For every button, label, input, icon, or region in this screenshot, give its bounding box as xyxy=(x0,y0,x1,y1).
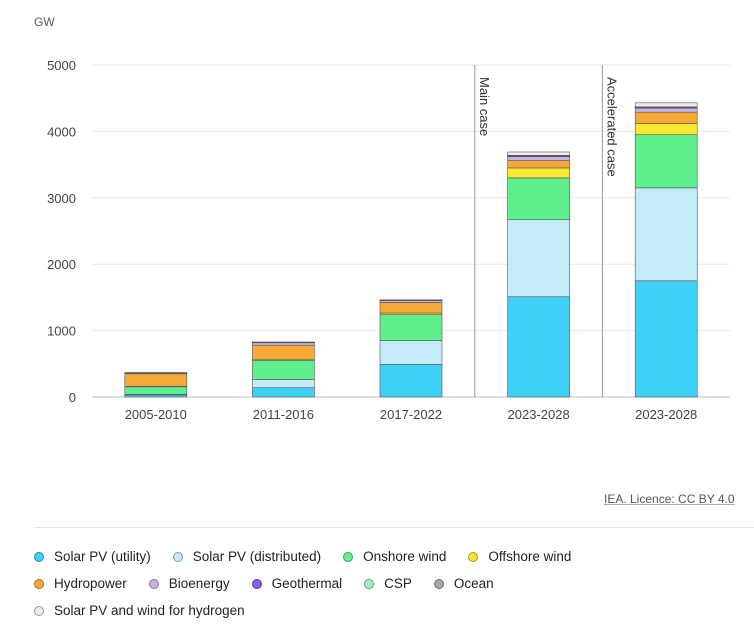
bar-segment xyxy=(634,123,698,136)
legend-label: Solar PV (distributed) xyxy=(192,549,322,564)
x-tick-label: 2023-2028 xyxy=(508,407,570,422)
legend-item[interactable]: Solar PV and wind for hydrogen xyxy=(34,603,245,618)
legend-label: Hydropower xyxy=(54,576,127,591)
bar-segment xyxy=(507,160,570,169)
legend-swatch xyxy=(34,605,44,616)
legend-item[interactable]: Geothermal xyxy=(251,576,343,591)
legend-label: Offshore wind xyxy=(488,549,572,564)
legend-item[interactable]: Solar PV (utility) xyxy=(34,549,151,564)
legend-swatch xyxy=(433,578,444,589)
legend-item[interactable]: Onshore wind xyxy=(343,549,446,564)
bar-segment xyxy=(507,219,570,298)
legend-item[interactable]: Bioenergy xyxy=(148,576,230,591)
legend-swatch xyxy=(34,551,44,562)
bar-segment xyxy=(634,134,698,189)
bar-segment xyxy=(252,387,315,398)
case-label: Accelerated case xyxy=(604,77,619,177)
legend-label: Geothermal xyxy=(271,576,343,591)
legend-swatch xyxy=(468,551,479,562)
bar-segment xyxy=(379,299,443,301)
x-tick-label: 2023-2028 xyxy=(635,407,697,422)
legend-swatch xyxy=(343,551,354,562)
bar-segment xyxy=(252,341,315,343)
legend-item[interactable]: Hydropower xyxy=(34,576,127,591)
x-tick-label: 2011-2016 xyxy=(253,407,314,422)
bar-segment xyxy=(634,107,698,113)
legend-divider xyxy=(34,527,754,528)
legend-label: Solar PV and wind for hydrogen xyxy=(54,603,245,618)
bar-segment xyxy=(124,373,188,387)
bar-segment xyxy=(507,177,570,221)
bar-segment xyxy=(507,151,570,156)
stacked-bar-chart: GW 0 1000 2000 3000 4000 5000 2005-2010 2011-201… xyxy=(34,15,730,422)
legend-label: Solar PV (utility) xyxy=(54,549,151,564)
legend-label: Onshore wind xyxy=(363,549,447,564)
bar-segment xyxy=(124,372,188,374)
legend-label: Bioenergy xyxy=(168,576,230,591)
y-tick-label: 0 xyxy=(69,390,76,405)
bar-segment xyxy=(124,386,188,395)
legend-row: Solar PV and wind for hydrogen xyxy=(34,597,750,624)
legend-row: Hydropower Bioenergy Geothermal CSP Ocean xyxy=(34,570,750,597)
bar-segment xyxy=(507,156,570,161)
legend-label: Ocean xyxy=(453,576,494,591)
y-tick-label: 2000 xyxy=(47,257,76,272)
bar-segment xyxy=(507,167,570,179)
y-tick-label: 1000 xyxy=(47,324,76,339)
legend-swatch xyxy=(172,551,183,562)
bar-segment xyxy=(252,359,315,380)
bar-segment xyxy=(634,102,698,108)
bar-segment xyxy=(252,344,315,361)
y-tick-label: 5000 xyxy=(47,58,76,73)
case-label: Main case xyxy=(477,77,492,136)
y-tick-label: 3000 xyxy=(47,191,76,206)
legend-label: CSP xyxy=(384,576,412,591)
legend-swatch xyxy=(148,578,159,589)
legend-item[interactable]: Offshore wind xyxy=(468,549,571,564)
chart-legend: Solar PV (utility) Solar PV (distributed)… xyxy=(34,543,750,624)
bar-segment xyxy=(634,111,698,124)
legend-item[interactable]: Solar PV (distributed) xyxy=(172,549,322,564)
bar-segment xyxy=(507,296,570,398)
y-axis-unit-label: GW xyxy=(34,15,55,29)
bar-segment xyxy=(252,379,315,389)
bar-segment xyxy=(634,187,698,282)
x-tick-label: 2017-2022 xyxy=(380,407,442,422)
legend-item[interactable]: CSP xyxy=(364,576,412,591)
bar-segment xyxy=(379,340,443,365)
y-tick-label: 4000 xyxy=(47,124,76,139)
legend-item[interactable]: Ocean xyxy=(433,576,494,591)
legend-swatch xyxy=(364,578,375,589)
bar-segment xyxy=(634,280,698,398)
legend-swatch xyxy=(34,578,44,589)
bar-segment xyxy=(379,364,443,398)
legend-swatch xyxy=(251,578,262,589)
license-credit[interactable]: IEA. Licence: CC BY 4.0 xyxy=(604,492,735,506)
bar-segment xyxy=(379,314,443,341)
bar-segment xyxy=(379,302,443,314)
legend-row: Solar PV (utility) Solar PV (distributed)… xyxy=(34,543,750,570)
x-tick-label: 2005-2010 xyxy=(125,407,187,422)
